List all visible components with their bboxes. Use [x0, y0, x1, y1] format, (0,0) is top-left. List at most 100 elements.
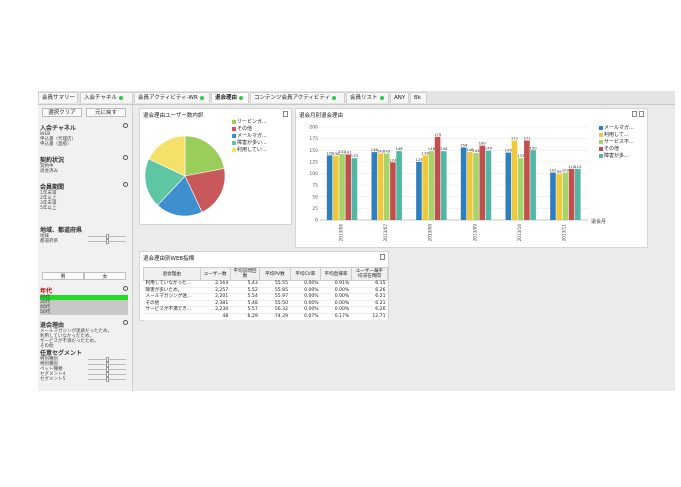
pie-slice[interactable]: [184, 135, 225, 177]
slider-handle[interactable]: [106, 357, 109, 362]
table-row[interactable]: サービスが不満でき... 2,230 5.57 56.32 0.00% 0.00% 6.26: [143, 306, 388, 314]
bar[interactable]: [568, 168, 575, 220]
segment-slider[interactable]: 特別種別: [40, 357, 128, 362]
bar[interactable]: [440, 151, 447, 220]
bar[interactable]: [390, 162, 396, 220]
tab-bk[interactable]: Bk: [410, 92, 427, 103]
region-slider[interactable]: 地域: [40, 234, 128, 239]
list-item[interactable]: 2年以上: [40, 196, 57, 201]
bar[interactable]: [383, 153, 390, 220]
column-header[interactable]: 平均訪問回数: [229, 267, 261, 281]
export-icon[interactable]: [639, 111, 644, 117]
segment-slider[interactable]: セグメント4: [40, 372, 128, 377]
column-header[interactable]: 平均PV数: [259, 267, 291, 281]
bar[interactable]: [467, 152, 473, 220]
list-item[interactable]: 30代: [40, 300, 128, 305]
bar[interactable]: [351, 158, 358, 220]
pie-slice[interactable]: [144, 158, 186, 206]
bar[interactable]: [574, 168, 581, 220]
bar[interactable]: [530, 150, 536, 220]
tab-content-activity[interactable]: コンテンツ会員アクティビティ: [250, 92, 345, 103]
column-header[interactable]: 平均CV率: [289, 267, 322, 281]
bar[interactable]: [460, 147, 467, 220]
list-item[interactable]: 3年未満: [40, 201, 57, 206]
column-header[interactable]: 平均直帰率: [320, 267, 352, 281]
tab-withdrawal-reason[interactable]: 退会理由: [211, 92, 249, 103]
bar[interactable]: [562, 172, 569, 220]
period-filter[interactable]: 会員期間 1年未満 2年以上 3年未満 5年以上: [40, 182, 128, 211]
list-item[interactable]: 申込書（代理店）: [40, 137, 76, 142]
slider-handle[interactable]: [106, 372, 109, 377]
bar[interactable]: [339, 153, 345, 220]
export-icon[interactable]: [283, 111, 288, 117]
bar[interactable]: [505, 152, 512, 220]
list-item[interactable]: サービスが不満だったため。: [40, 339, 99, 344]
tab-member-list[interactable]: 会員リスト: [346, 92, 389, 103]
reason-filter[interactable]: 退会理由 メールマガジンが迷惑だったため。 利用していなかったため。 サービスが…: [40, 320, 128, 349]
list-item[interactable]: その他: [40, 344, 54, 349]
age-filter[interactable]: 年代 20代 30代 40代 50代: [40, 286, 128, 315]
column-header[interactable]: ユーザー毎平均滞在時間: [350, 267, 389, 281]
list-item[interactable]: WEB: [40, 132, 51, 137]
bar[interactable]: [556, 173, 562, 220]
bar[interactable]: [524, 140, 530, 220]
bar[interactable]: [371, 152, 378, 220]
bar[interactable]: [333, 155, 339, 220]
pie-slice[interactable]: [184, 168, 226, 213]
bar[interactable]: [345, 154, 352, 220]
search-icon[interactable]: [123, 123, 128, 128]
region-filter[interactable]: 地域、都道府県 地域 都道府県: [40, 225, 128, 244]
channel-filter[interactable]: 入会チャネル WEB 申込書（代理店） 申込書（直接）: [40, 123, 128, 147]
print-icon[interactable]: [632, 111, 637, 117]
bar[interactable]: [479, 145, 486, 220]
tab-any[interactable]: ANY: [390, 92, 409, 103]
list-item[interactable]: 50代: [40, 310, 128, 315]
bar[interactable]: [326, 155, 333, 220]
table-row[interactable]: 利用していなかった... 2,164 5.43 55.55 0.00% 0.91% 6.15: [143, 280, 388, 288]
bar[interactable]: [422, 155, 428, 220]
list-item[interactable]: 契約中: [40, 164, 54, 169]
table-row[interactable]: 障害が多いため。 2,257 5.52 55.85 0.00% 0.00% 6.26: [143, 287, 388, 295]
segment-slider[interactable]: ペット種類: [40, 367, 128, 372]
bar[interactable]: [428, 151, 435, 220]
table-row[interactable]: メールマガジンが迷... 2,201 5.54 55.97 0.00% 0.00% 6.21: [143, 293, 388, 301]
bar[interactable]: [517, 158, 524, 220]
bar[interactable]: [377, 153, 384, 220]
contract-filter[interactable]: 契約状況 契約中 退会済み: [40, 155, 128, 174]
list-item[interactable]: 申込書（直接）: [40, 142, 72, 147]
bar[interactable]: [485, 150, 492, 220]
list-item-selected[interactable]: 20代: [40, 295, 128, 300]
slider-handle[interactable]: [106, 362, 109, 367]
search-icon[interactable]: [123, 286, 128, 291]
table-row[interactable]: その他 2,381 5.48 55.50 0.00% 0.00% 6.21: [143, 300, 388, 308]
pie-slice[interactable]: [157, 175, 203, 217]
tab-join-channel[interactable]: 入会チャネル: [80, 92, 133, 103]
bar[interactable]: [473, 153, 479, 220]
search-icon[interactable]: [123, 182, 128, 187]
gender-female-button[interactable]: 女: [84, 272, 126, 280]
list-item[interactable]: 1年未満: [40, 191, 57, 196]
export-icon[interactable]: [380, 254, 385, 260]
prefecture-slider[interactable]: 都道府県: [40, 239, 128, 244]
column-header[interactable]: ユーザー数: [199, 267, 231, 281]
bar[interactable]: [434, 136, 441, 220]
list-item[interactable]: 40代: [40, 305, 128, 310]
list-item[interactable]: 5年以上: [40, 206, 57, 211]
slider-handle[interactable]: [106, 367, 109, 372]
segment-filter[interactable]: 任意セグメント 特別種別 特別種別 ペット種類 セグメント4 セグメント5: [40, 348, 128, 382]
segment-slider[interactable]: 特別種別: [40, 362, 128, 367]
gender-male-button[interactable]: 男: [42, 272, 84, 280]
search-icon[interactable]: [123, 320, 128, 325]
column-header[interactable]: 退会理由: [143, 267, 201, 281]
tab-member-summary[interactable]: 会員サマリー: [38, 92, 78, 103]
clear-selection-button[interactable]: 選択クリア: [42, 108, 82, 117]
slider-handle[interactable]: [106, 239, 109, 244]
bar[interactable]: [511, 140, 518, 220]
bar[interactable]: [396, 151, 402, 220]
table-row[interactable]: 48 6.29 74.29 0.07% 0.17% 12.71: [143, 313, 388, 321]
pie-slice[interactable]: [148, 135, 186, 177]
bar[interactable]: [550, 172, 556, 220]
slider-handle[interactable]: [106, 377, 109, 382]
list-item[interactable]: メールマガジンが迷惑だったため。: [40, 329, 112, 334]
search-icon[interactable]: [123, 155, 128, 160]
